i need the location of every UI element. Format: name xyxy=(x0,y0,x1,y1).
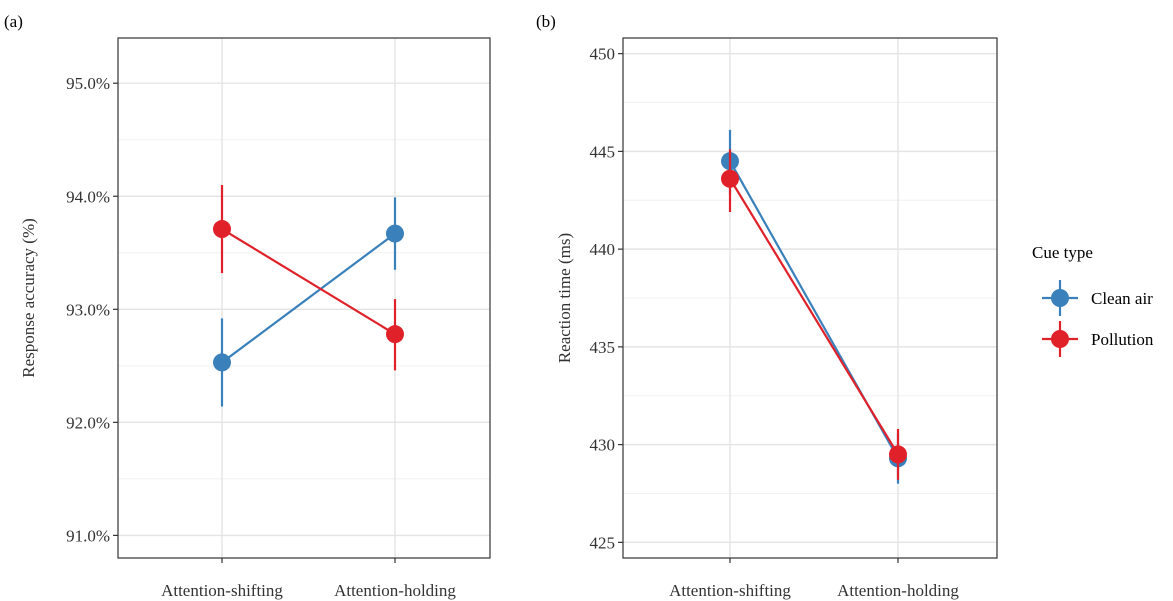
panel-a-series-pollution-point xyxy=(213,220,231,239)
panel-b-ytick-label: 450 xyxy=(590,45,616,64)
panel-b-ytick-label: 445 xyxy=(590,142,616,161)
panel-a-series-clean-air-point xyxy=(386,224,404,243)
legend-key-point xyxy=(1051,289,1069,307)
panel-a-ytick-label: 94.0% xyxy=(66,187,110,206)
chart-panel-a: (a) 91.0% 92.0% 93.0% 94.0% 95.0% Attention-sh… xyxy=(4,12,491,600)
panel-a-ylabel: Response accuracy (%) xyxy=(19,218,38,378)
panel-a-ytick-label: 93.0% xyxy=(66,300,110,319)
panel-a-ytick-label: 95.0% xyxy=(66,74,110,93)
panel-a-ytick-label: 91.0% xyxy=(66,526,110,545)
panel-b-xtick-label: Attention-shifting xyxy=(669,581,791,600)
panel-a-series-clean-air-line xyxy=(221,232,396,364)
panel-b-ylabel: Reaction time (ms) xyxy=(555,233,574,363)
legend: Cue type Clean air Pollution xyxy=(1032,243,1154,357)
panel-b-ytick-label: 440 xyxy=(590,240,616,259)
panel-b-tag: (b) xyxy=(536,12,556,31)
panel-b-border xyxy=(622,37,998,559)
legend-key-point xyxy=(1051,330,1069,348)
panel-b-ytick-label: 430 xyxy=(590,436,616,455)
panel-b-ytick-label: 435 xyxy=(590,338,616,357)
panel-a-xtick-label: Attention-shifting xyxy=(161,581,283,600)
panel-a-border xyxy=(117,37,491,559)
chart-panel-b: (b) 425 430 435 440 445 450 Attention-shifting A… xyxy=(536,12,998,600)
legend-title: Cue type xyxy=(1032,243,1093,262)
panel-a-xtick-label: Attention-holding xyxy=(334,581,456,600)
panel-b-ytick-label: 425 xyxy=(590,533,616,552)
panel-a-series-pollution-point xyxy=(386,325,404,344)
panel-b-series-pollution-line xyxy=(729,178,899,455)
panel-a-tag: (a) xyxy=(4,12,23,31)
panel-b-xtick-label: Attention-holding xyxy=(837,581,959,600)
panel-a-ytick-label: 92.0% xyxy=(66,413,110,432)
panel-a-series-clean-air-point xyxy=(213,353,231,372)
legend-label: Pollution xyxy=(1091,330,1154,349)
panel-b-series-pollution-point xyxy=(721,169,739,188)
panel-b-series-pollution-point xyxy=(889,445,907,464)
legend-label: Clean air xyxy=(1091,289,1153,308)
panel-a-series-pollution-line xyxy=(221,228,396,336)
panel-a-plot-area xyxy=(118,38,490,558)
legend-items: Clean air Pollution xyxy=(1042,280,1154,357)
